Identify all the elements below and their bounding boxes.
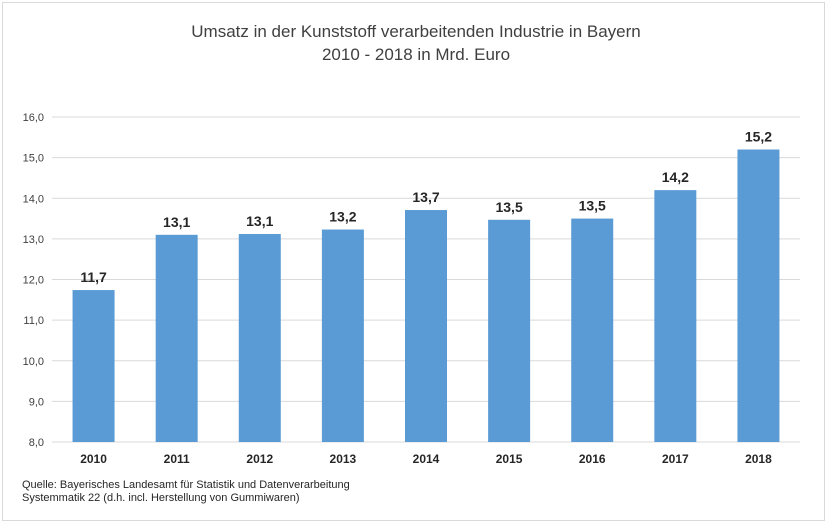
bar bbox=[488, 219, 531, 442]
data-label: 13,2 bbox=[329, 209, 356, 225]
y-tick-label: 16,0 bbox=[23, 112, 44, 124]
source-note: Quelle: Bayerisches Landesamt für Statis… bbox=[22, 479, 350, 505]
chart-title-line2: 2010 - 2018 in Mrd. Euro bbox=[321, 45, 511, 64]
x-tick-label: 2015 bbox=[496, 452, 523, 466]
y-tick-label: 14,0 bbox=[23, 193, 44, 205]
y-tick-label: 15,0 bbox=[23, 153, 44, 165]
bar bbox=[737, 149, 780, 442]
y-tick-label: 12,0 bbox=[23, 275, 44, 287]
bar bbox=[155, 234, 198, 442]
bar bbox=[238, 234, 281, 442]
source-line2: Systemmatik 22 (d.h. incl. Herstellung v… bbox=[22, 492, 300, 504]
data-label: 13,5 bbox=[495, 199, 522, 215]
y-tick-label: 11,0 bbox=[23, 315, 44, 327]
source-line1: Quelle: Bayerisches Landesamt für Statis… bbox=[22, 479, 350, 491]
bar bbox=[321, 229, 364, 442]
y-tick-label: 13,0 bbox=[23, 234, 44, 246]
bar bbox=[405, 210, 447, 442]
bar bbox=[571, 218, 614, 442]
data-label: 15,2 bbox=[745, 129, 772, 145]
x-tick-label: 2016 bbox=[579, 452, 606, 466]
data-label: 13,1 bbox=[163, 214, 190, 230]
y-tick-label: 8,0 bbox=[29, 437, 44, 449]
y-tick-label: 9,0 bbox=[29, 396, 44, 408]
data-label: 13,5 bbox=[579, 198, 606, 214]
data-label: 14,2 bbox=[662, 169, 689, 185]
x-tick-label: 2013 bbox=[330, 452, 357, 466]
bar bbox=[72, 290, 115, 442]
data-label: 13,7 bbox=[412, 189, 439, 205]
x-tick-label: 2011 bbox=[164, 452, 190, 466]
bar bbox=[654, 190, 697, 442]
x-tick-label: 2012 bbox=[246, 452, 273, 466]
chart-title-line1: Umsatz in der Kunststoff verarbeitenden … bbox=[191, 22, 641, 41]
x-tick-label: 2014 bbox=[413, 452, 440, 466]
y-tick-label: 10,0 bbox=[23, 356, 44, 368]
data-label: 13,1 bbox=[246, 213, 273, 229]
data-label: 11,7 bbox=[80, 269, 107, 285]
x-tick-label: 2018 bbox=[745, 452, 772, 466]
x-tick-label: 2010 bbox=[80, 452, 107, 466]
x-tick-label: 2017 bbox=[662, 452, 689, 466]
